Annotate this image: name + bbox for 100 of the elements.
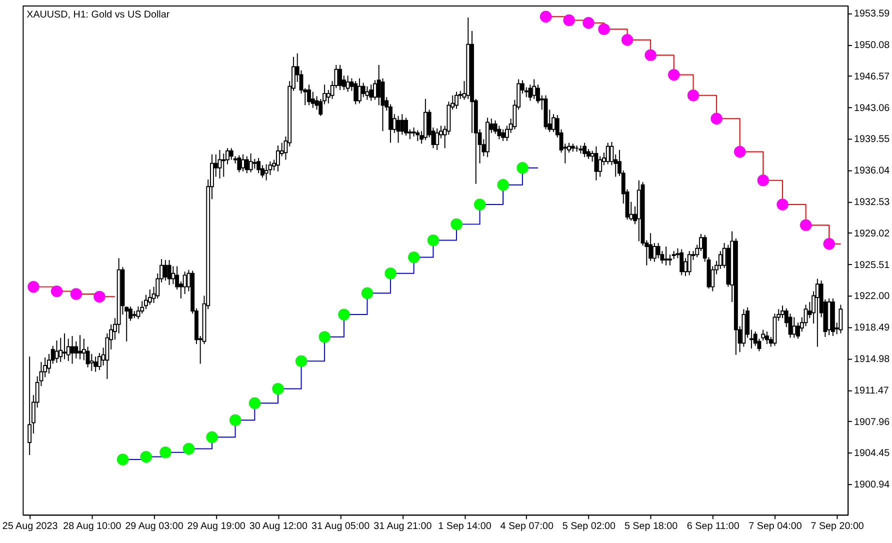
candlestick (182, 271, 187, 294)
x-tick-label: 7 Sep 20:00 (810, 520, 864, 532)
point (408, 251, 420, 264)
candlestick (256, 157, 261, 174)
candlestick (54, 340, 59, 364)
candlestick (400, 114, 404, 136)
y-tick-label: 1918.49 (854, 322, 890, 334)
x-tick-label: 7 Sep 04:00 (748, 520, 802, 532)
candlestick (354, 80, 358, 105)
candlestick (838, 304, 843, 334)
point (50, 285, 63, 298)
candlestick (594, 146, 598, 181)
candlestick (346, 75, 350, 92)
candlestick (237, 154, 242, 173)
point (621, 34, 634, 46)
candlestick (264, 164, 268, 181)
y-tick-label: 1932.53 (854, 197, 890, 208)
x-tick-label: 1 Sep 14:00 (438, 520, 492, 532)
y-tick-label: 1922.00 (854, 291, 890, 302)
point (497, 178, 509, 191)
point (361, 287, 374, 299)
candlestick (532, 78, 536, 100)
candlestick (163, 259, 168, 282)
candlestick (58, 337, 63, 362)
point (474, 198, 486, 210)
y-tick-label: 1939.55 (854, 134, 890, 146)
point (776, 198, 788, 210)
y-tick-label: 1911.47 (854, 385, 889, 396)
point (116, 454, 129, 466)
y-tick-label: 1914.98 (854, 354, 890, 366)
point (734, 146, 746, 158)
x-tick-label: 29 Aug 03:00 (125, 520, 184, 532)
candlestick (307, 84, 311, 106)
candlestick (62, 332, 66, 360)
candlestick (606, 142, 610, 165)
y-tick-label: 1907.96 (854, 416, 890, 428)
candlestick (369, 84, 374, 102)
x-tick-label: 29 Aug 19:00 (187, 520, 246, 532)
candlestick (780, 305, 784, 319)
candlestick (252, 158, 257, 170)
point (598, 23, 610, 35)
y-tick-label: 1929.02 (854, 228, 890, 240)
x-tick-label: 31 Aug 21:00 (374, 520, 432, 532)
candlestick (582, 142, 587, 158)
candlestick (229, 148, 234, 160)
point (94, 290, 106, 302)
point (823, 238, 835, 250)
point (427, 234, 440, 246)
y-tick-label: 1900.94 (854, 480, 890, 491)
point (450, 218, 462, 230)
candlestick (78, 334, 82, 360)
candlestick (94, 356, 98, 372)
candlestick (28, 356, 32, 456)
candlestick (357, 78, 362, 104)
candlestick (687, 250, 692, 276)
candlestick (244, 156, 249, 174)
point (295, 355, 308, 367)
candlestick (404, 117, 408, 136)
candlestick (454, 91, 458, 110)
candlestick (276, 144, 280, 172)
candlestick (648, 232, 653, 262)
candlestick (90, 353, 94, 372)
point (384, 268, 396, 280)
point (668, 68, 680, 81)
point (28, 280, 40, 293)
point (800, 219, 812, 231)
y-tick-label: 1925.51 (854, 260, 890, 271)
x-tick-label: 5 Sep 02:00 (562, 520, 616, 532)
point (710, 112, 722, 124)
point (229, 414, 242, 426)
x-tick-label: 30 Aug 12:00 (249, 520, 308, 532)
y-tick-label: 1943.06 (854, 102, 890, 114)
point (757, 174, 769, 186)
point (182, 442, 195, 455)
point (160, 446, 172, 458)
candlestick (373, 80, 377, 100)
y-tick-label: 1946.57 (854, 71, 890, 82)
point (540, 10, 552, 22)
point (272, 382, 284, 395)
y-tick-label: 1904.45 (854, 448, 890, 460)
point (516, 162, 528, 174)
candlestick (668, 254, 672, 266)
point (582, 17, 594, 29)
point (140, 450, 152, 463)
candlestick (792, 316, 796, 338)
candlestick (218, 149, 222, 180)
point (206, 431, 218, 443)
candlestick (652, 242, 656, 262)
x-tick-label: 31 Aug 05:00 (311, 520, 370, 532)
x-tick-label: 5 Sep 18:00 (624, 520, 678, 532)
candlestick (416, 130, 420, 142)
candlestick (361, 82, 366, 98)
candlestick (501, 128, 506, 142)
candlestick (680, 248, 684, 276)
chart-title: XAUUSD, H1: Gold vs US Dollar (26, 9, 170, 20)
point (70, 288, 82, 300)
x-tick-label: 25 Aug 2023 (2, 520, 58, 532)
x-tick-label: 4 Sep 07:00 (500, 520, 554, 532)
point (248, 397, 261, 409)
candlestick (167, 259, 172, 286)
